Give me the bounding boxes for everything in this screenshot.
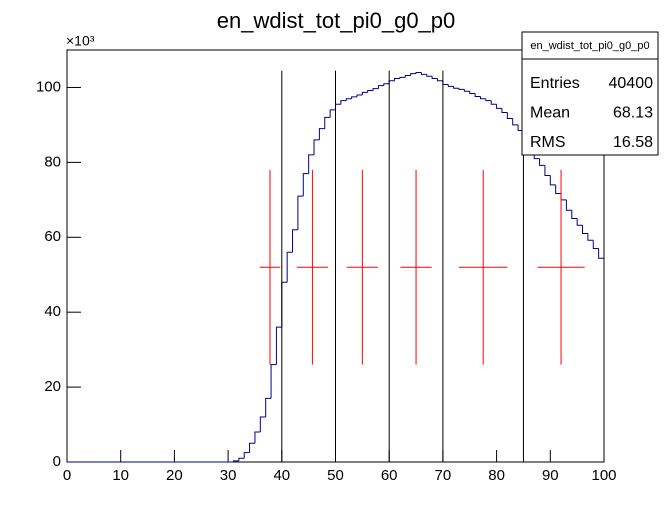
- histogram-bin: [292, 229, 298, 253]
- histogram-bin: [479, 96, 486, 100]
- histogram-bin: [313, 139, 320, 155]
- histogram-bin: [598, 248, 604, 259]
- histogram-bin: [415, 71, 422, 74]
- histogram-bin: [275, 326, 282, 365]
- histogram-bin: [506, 112, 513, 120]
- histogram-bin: [383, 83, 390, 86]
- stats-value: 40400: [609, 75, 654, 92]
- histogram-bin: [367, 89, 374, 93]
- histogram-bin: [308, 154, 315, 174]
- y-tick-label: 0: [53, 453, 61, 470]
- x-tick-label: 30: [220, 467, 237, 484]
- histogram-bin: [582, 225, 588, 235]
- histogram-bin: [576, 218, 583, 226]
- histogram-bin: [345, 98, 352, 101]
- histogram-bin: [496, 104, 502, 109]
- histogram-bin: [281, 281, 288, 328]
- chart-title: en_wdist_tot_pi0_g0_p0: [217, 8, 456, 33]
- x-tick-label: 10: [112, 467, 129, 484]
- histogram-bin: [361, 91, 368, 95]
- x-tick-label: 90: [542, 467, 559, 484]
- histogram-bin: [243, 452, 250, 459]
- histogram-bin: [442, 80, 449, 85]
- stats-value: 16.58: [613, 134, 653, 151]
- stats-box: [521, 31, 659, 156]
- histogram-bin: [463, 89, 470, 92]
- x-tick-label: 50: [327, 467, 344, 484]
- histogram-bin: [458, 88, 465, 90]
- histogram-bin: [335, 103, 341, 110]
- histogram-bin: [394, 77, 400, 81]
- histogram-bin: [249, 442, 255, 453]
- y-tick-label: 80: [44, 153, 61, 170]
- histogram-bin: [420, 72, 427, 75]
- histogram-bin: [501, 108, 508, 114]
- histogram-bin: [469, 91, 476, 94]
- histogram-bin: [549, 175, 556, 186]
- x-tick-label: 100: [591, 467, 616, 484]
- y-tick-label: 20: [44, 378, 61, 395]
- y-tick-label: 60: [44, 228, 61, 245]
- histogram-bin: [431, 76, 438, 79]
- histogram-bin: [297, 195, 304, 230]
- histogram-bin: [447, 84, 454, 87]
- histogram-bin: [544, 165, 551, 176]
- histogram-bin: [426, 74, 433, 77]
- histogram-bin: [555, 184, 562, 194]
- axis-exponent: ×10³: [66, 33, 95, 49]
- stats-title: en_wdist_tot_pi0_g0_p0: [530, 40, 649, 52]
- x-tick-label: 60: [381, 467, 398, 484]
- x-tick-label: 20: [166, 467, 183, 484]
- y-tick-label: 100: [36, 78, 61, 95]
- stats-value: 68.13: [613, 105, 653, 122]
- y-tick-label: 40: [44, 303, 61, 320]
- histogram-bin: [453, 86, 460, 89]
- histogram-bin: [404, 74, 411, 78]
- stats-label: RMS: [530, 134, 566, 151]
- x-tick-label: 0: [63, 467, 71, 484]
- histogram-bin: [399, 76, 406, 79]
- histogram-bin: [259, 416, 266, 433]
- histogram-bin: [377, 85, 384, 89]
- histogram-bin: [592, 240, 599, 250]
- histogram-bin: [238, 457, 245, 461]
- histogram-bin: [571, 210, 578, 220]
- histogram-bin: [565, 199, 572, 211]
- histogram-bin: [490, 100, 497, 105]
- histogram-bin: [388, 80, 395, 84]
- histogram-bin: [587, 233, 594, 241]
- stats-label: Mean: [530, 105, 570, 122]
- histogram-bin: [340, 100, 347, 105]
- histogram-bin: [560, 193, 567, 201]
- histogram-bin: [539, 158, 545, 166]
- histogram-bin: [474, 93, 481, 97]
- histogram-bin: [265, 397, 272, 418]
- x-tick-label: 80: [488, 467, 505, 484]
- histogram-bin: [437, 78, 443, 82]
- histogram-bin: [512, 118, 519, 126]
- histogram-bin: [410, 73, 417, 76]
- histogram-bin: [302, 173, 309, 197]
- x-tick-label: 40: [273, 467, 290, 484]
- histogram-bin: [372, 88, 379, 91]
- stats-label: Entries: [530, 75, 580, 92]
- histogram-bin: [485, 98, 492, 102]
- histogram-bin: [329, 109, 336, 118]
- histogram-bin: [356, 94, 363, 97]
- histogram-bin: [254, 431, 261, 444]
- histogram-bin: [270, 364, 277, 399]
- histogram-bin: [286, 251, 293, 283]
- x-tick-label: 70: [435, 467, 452, 484]
- histogram-bin: [324, 116, 331, 129]
- histogram-bin: [351, 96, 357, 99]
- histogram-bin: [232, 460, 239, 462]
- histogram-bin: [318, 128, 325, 140]
